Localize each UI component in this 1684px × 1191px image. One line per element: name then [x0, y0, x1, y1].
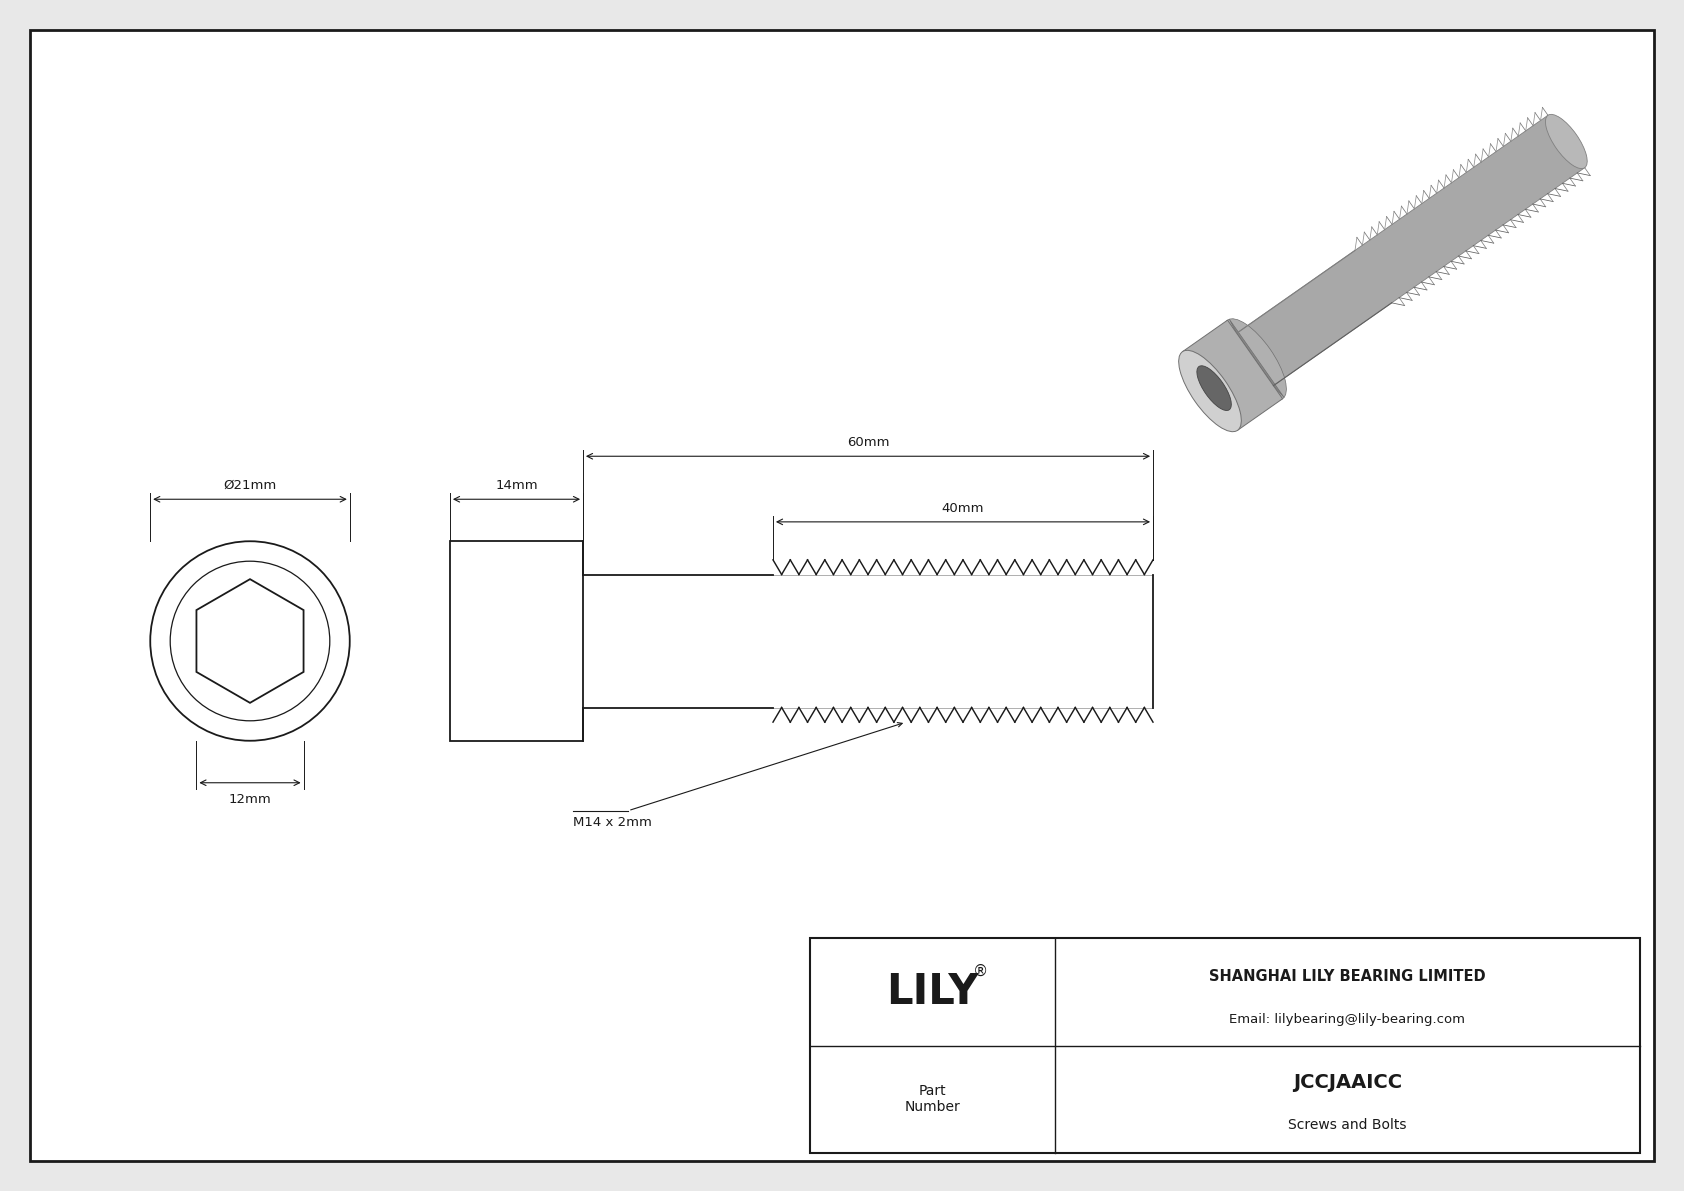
Text: Part
Number: Part Number [904, 1084, 960, 1115]
Text: 60mm: 60mm [847, 436, 889, 449]
Text: 12mm: 12mm [229, 793, 271, 806]
Text: JCCJAAICC: JCCJAAICC [1293, 1073, 1403, 1091]
Polygon shape [1236, 116, 1585, 386]
Bar [450, 541, 583, 741]
Text: SHANGHAI LILY BEARING LIMITED: SHANGHAI LILY BEARING LIMITED [1209, 969, 1485, 984]
Bar [810, 939, 1640, 1153]
Circle shape [170, 561, 330, 721]
Text: Ø21mm: Ø21mm [224, 479, 276, 492]
Ellipse shape [1197, 366, 1231, 411]
Text: ®: ® [973, 965, 989, 979]
Polygon shape [1229, 319, 1285, 398]
Ellipse shape [1179, 350, 1241, 431]
Ellipse shape [1546, 114, 1588, 169]
Text: M14 x 2mm: M14 x 2mm [573, 816, 652, 829]
Text: 40mm: 40mm [941, 501, 983, 515]
Circle shape [150, 541, 350, 741]
Polygon shape [1182, 320, 1283, 430]
Text: Email: lilybearing@lily-bearing.com: Email: lilybearing@lily-bearing.com [1229, 1014, 1465, 1027]
Text: Screws and Bolts: Screws and Bolts [1288, 1118, 1406, 1133]
Text: LILY: LILY [886, 971, 978, 1012]
Text: 14mm: 14mm [495, 479, 537, 492]
Ellipse shape [1224, 319, 1287, 400]
Polygon shape [197, 579, 303, 703]
